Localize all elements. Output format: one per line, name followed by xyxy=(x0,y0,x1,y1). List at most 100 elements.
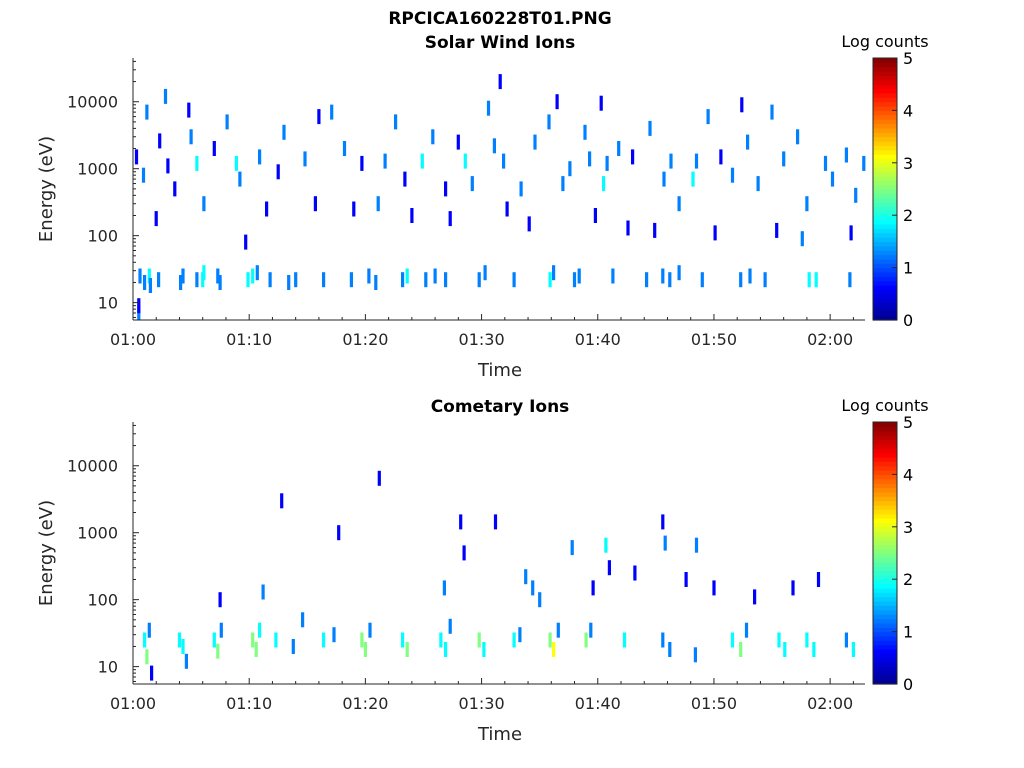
data-cell xyxy=(251,268,255,284)
colorbar-segment xyxy=(873,662,897,668)
data-cell xyxy=(150,665,154,681)
data-cell xyxy=(661,632,665,648)
data-cell xyxy=(303,151,307,167)
data-cell xyxy=(420,153,424,169)
colorbar-segment xyxy=(873,119,897,125)
data-cell xyxy=(448,211,452,227)
colorbar-segment xyxy=(873,635,897,641)
colorbar-segment xyxy=(873,601,897,606)
colorbar-segment xyxy=(873,210,897,216)
colorbar-segment xyxy=(873,614,897,620)
x-tick-label: 02:00 xyxy=(807,330,853,349)
data-cell xyxy=(145,104,149,120)
x-tick-label: 01:00 xyxy=(110,694,156,713)
data-cell xyxy=(439,632,443,648)
x-axis-label: Time xyxy=(477,724,522,745)
colorbar-segment xyxy=(873,422,897,427)
data-cell xyxy=(492,138,496,154)
colorbar-segment xyxy=(873,500,897,506)
y-axis-label: Energy (eV) xyxy=(36,500,57,606)
colorbar-segment xyxy=(873,167,897,173)
data-cell xyxy=(424,272,428,288)
colorbar-segment xyxy=(873,670,897,676)
data-cell xyxy=(748,268,752,284)
colorbar-segment xyxy=(873,306,897,312)
data-cell xyxy=(588,151,592,167)
x-tick-label: 01:10 xyxy=(226,694,272,713)
colorbar-tick-label: 1 xyxy=(903,623,913,642)
data-cell xyxy=(589,622,593,638)
data-cell xyxy=(547,114,551,130)
data-cell xyxy=(157,272,161,288)
colorbar-segment xyxy=(873,518,897,524)
colorbar-tick-label: 2 xyxy=(903,570,913,589)
data-cell xyxy=(145,649,149,665)
data-cell xyxy=(403,171,407,187)
data-cell xyxy=(552,642,556,657)
data-cell xyxy=(668,642,672,657)
colorbar-tick-label: 1 xyxy=(903,259,913,278)
data-cell xyxy=(512,272,516,288)
data-cell xyxy=(166,158,170,174)
data-cell xyxy=(524,569,528,585)
colorbar-segment xyxy=(873,553,897,558)
data-cell xyxy=(177,632,182,648)
colorbar-segment xyxy=(873,302,897,308)
colorbar-segment xyxy=(873,435,897,441)
colorbar-segment xyxy=(873,557,897,563)
colorbar-segment xyxy=(873,592,897,598)
colorbar-segment xyxy=(873,544,897,550)
data-cell xyxy=(677,265,681,281)
colorbar-segment xyxy=(873,631,897,637)
plot-area xyxy=(133,58,865,320)
colorbar-segment xyxy=(873,483,897,489)
data-cell xyxy=(470,176,474,192)
colorbar-segment xyxy=(873,84,897,90)
y-tick-label: 10000 xyxy=(67,93,118,112)
colorbar-segment xyxy=(873,439,897,445)
colorbar-segment xyxy=(873,71,897,77)
data-cell xyxy=(730,632,735,648)
data-cell xyxy=(352,201,356,217)
data-cell xyxy=(694,537,699,553)
colorbar-segment xyxy=(873,675,897,681)
data-cell xyxy=(483,265,487,281)
colorbar-segment xyxy=(873,574,897,580)
x-tick-label: 01:50 xyxy=(691,694,737,713)
data-cell xyxy=(134,149,139,165)
data-cell xyxy=(244,234,248,250)
colorbar-segment xyxy=(873,548,897,554)
figure-title: RPCICA160228T01.PNG xyxy=(388,9,611,29)
data-cell xyxy=(814,272,818,288)
data-cell xyxy=(463,153,467,169)
data-cell xyxy=(719,149,723,165)
data-cell xyxy=(518,627,522,643)
x-tick-label: 02:00 xyxy=(807,694,853,713)
data-cell xyxy=(322,272,326,288)
data-cell xyxy=(777,632,781,648)
data-cell xyxy=(533,134,537,150)
data-cell xyxy=(584,632,588,648)
colorbar-segment xyxy=(873,97,897,103)
data-cell xyxy=(294,272,298,288)
data-cell xyxy=(607,560,611,576)
colorbar-segment xyxy=(873,75,897,81)
data-cell xyxy=(661,268,665,284)
colorbar-segment xyxy=(873,298,897,304)
data-cell xyxy=(791,580,795,596)
colorbar-segment xyxy=(873,478,897,484)
data-cell xyxy=(653,222,657,238)
colorbar-segment xyxy=(873,114,897,120)
data-cell xyxy=(661,514,665,530)
data-cell xyxy=(337,525,341,541)
colorbar-segment xyxy=(873,487,897,493)
data-cell xyxy=(360,632,364,648)
data-cell xyxy=(251,632,255,648)
data-cell xyxy=(158,133,162,149)
colorbar-segment xyxy=(873,175,897,181)
panel-cometary: Cometary Ions Energy (eV) Time Log count… xyxy=(36,396,929,745)
colorbar-segment xyxy=(873,509,897,515)
colorbar-segment xyxy=(873,531,897,537)
y-tick-label: 10 xyxy=(98,294,118,313)
